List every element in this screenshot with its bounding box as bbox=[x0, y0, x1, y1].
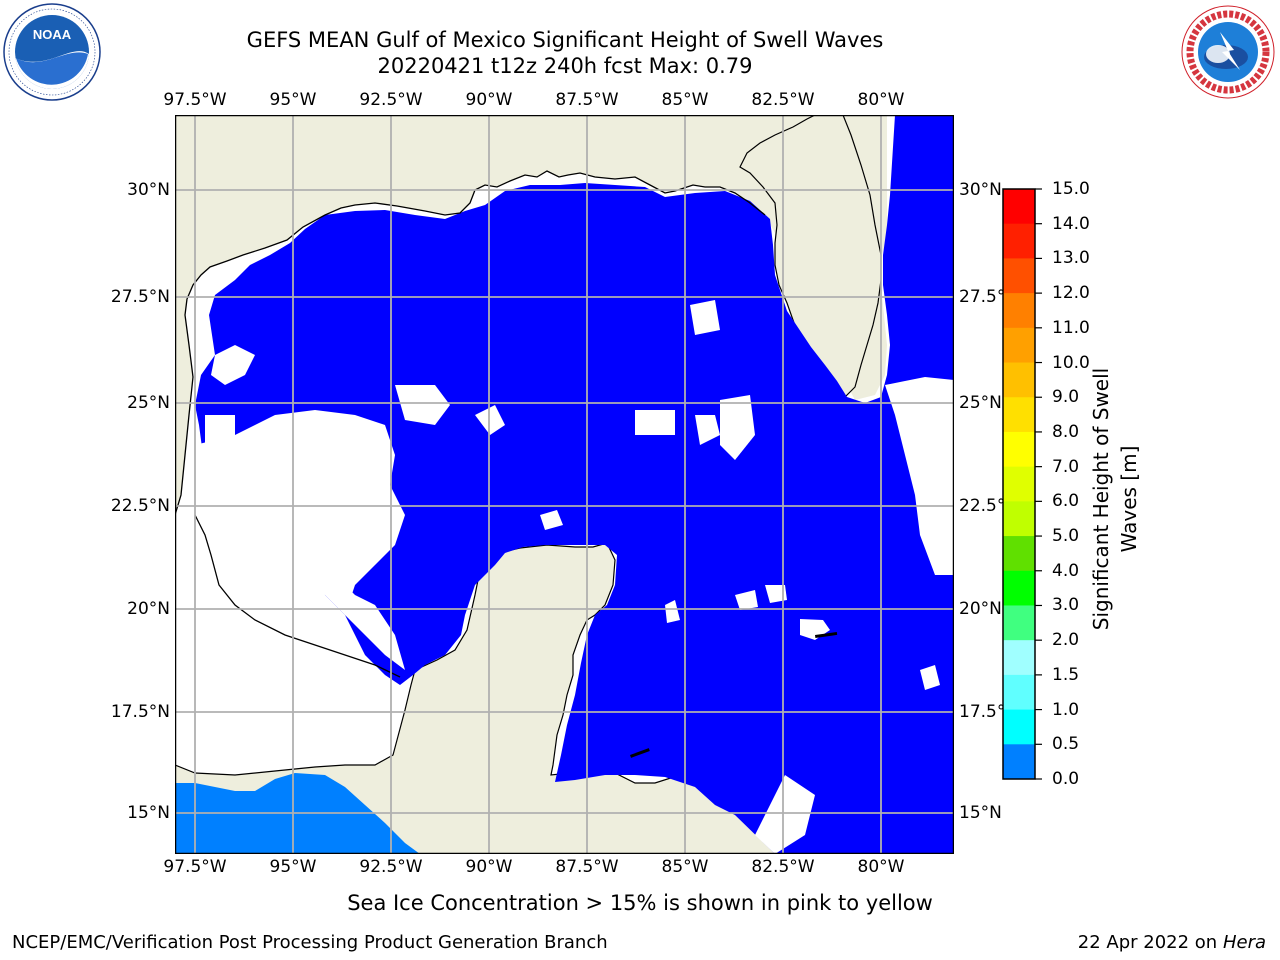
noaa-logo: NOAA bbox=[3, 3, 101, 101]
lon-label-bottom: 87.5°W bbox=[555, 857, 619, 877]
lat-label-left: 15°N bbox=[127, 803, 170, 823]
colorbar-tick-label: 14.0 bbox=[1052, 213, 1090, 234]
lon-label-bottom: 85°W bbox=[661, 857, 709, 877]
lat-label-left: 25°N bbox=[127, 393, 170, 413]
colorbar-tick-label: 0.5 bbox=[1052, 734, 1080, 755]
lon-label-top: 80°W bbox=[857, 90, 905, 110]
colorbar-segment bbox=[1003, 536, 1035, 572]
colorbar-tick-label: 2.0 bbox=[1052, 630, 1080, 651]
lon-label-bottom: 82.5°W bbox=[751, 857, 815, 877]
colorbar-title: Significant Height of Swell Waves [m] bbox=[1087, 324, 1143, 674]
lat-label-left: 20°N bbox=[127, 599, 170, 619]
colorbar-segment bbox=[1003, 258, 1035, 294]
colorbar-segment bbox=[1003, 744, 1035, 780]
lon-label-bottom: 80°W bbox=[857, 857, 905, 877]
colorbar-segment bbox=[1003, 327, 1035, 364]
colorbar bbox=[1002, 188, 1042, 780]
colorbar-tick-label: 7.0 bbox=[1052, 456, 1080, 477]
lat-label-right: 15°N bbox=[959, 803, 1002, 823]
map-subtitle: 20220421 t12z 240h fcst Max: 0.79 bbox=[377, 54, 753, 78]
colorbar-tick-label: 12.0 bbox=[1052, 283, 1090, 304]
lon-label-top: 95°W bbox=[269, 90, 317, 110]
colorbar-segment bbox=[1003, 674, 1035, 711]
colorbar-segment bbox=[1003, 397, 1035, 433]
colorbar-tick-label: 1.5 bbox=[1052, 664, 1080, 685]
graticule bbox=[175, 115, 954, 854]
lat-label-left: 27.5°N bbox=[110, 287, 170, 307]
coastlines bbox=[175, 170, 766, 678]
colorbar-segment bbox=[1003, 570, 1035, 606]
colorbar-segment bbox=[1003, 466, 1035, 502]
cayman-islands bbox=[630, 631, 838, 758]
colorbar-segment bbox=[1003, 640, 1035, 676]
colorbar-tick-label: 1.0 bbox=[1052, 699, 1080, 720]
colorbar-segment bbox=[1003, 189, 1035, 225]
colorbar-title-line1: Significant Height of Swell bbox=[1089, 367, 1113, 631]
lon-label-bottom: 90°W bbox=[465, 857, 513, 877]
lon-label-top: 90°W bbox=[465, 90, 513, 110]
footer-date-text: 22 Apr 2022 on bbox=[1077, 932, 1223, 953]
lon-label-top: 85°W bbox=[661, 90, 709, 110]
colorbar-tick-label: 10.0 bbox=[1052, 352, 1090, 373]
colorbar-tick-label: 8.0 bbox=[1052, 421, 1080, 442]
lon-label-bottom: 97.5°W bbox=[163, 857, 227, 877]
footer-host: Hera bbox=[1222, 932, 1266, 953]
lat-label-left: 30°N bbox=[127, 180, 170, 200]
colorbar-tick-label: 4.0 bbox=[1052, 560, 1080, 581]
lat-label-right: 20°N bbox=[959, 599, 1002, 619]
lon-label-top: 97.5°W bbox=[163, 90, 227, 110]
colorbar-tick-label: 0.0 bbox=[1052, 769, 1080, 789]
lon-label-top: 82.5°W bbox=[751, 90, 815, 110]
lat-label-left: 22.5°N bbox=[110, 496, 170, 516]
colorbar-tick-label: 15.0 bbox=[1052, 179, 1090, 199]
lon-label-bottom: 92.5°W bbox=[359, 857, 423, 877]
colorbar-tick-label: 3.0 bbox=[1052, 595, 1080, 616]
colorbar-tick-label: 11.0 bbox=[1052, 317, 1090, 338]
lon-label-top: 87.5°W bbox=[555, 90, 619, 110]
sea-ice-note: Sea Ice Concentration > 15% is shown in … bbox=[347, 891, 933, 915]
footer-date: 22 Apr 2022 on Hera bbox=[1078, 932, 1266, 953]
colorbar-segment bbox=[1003, 501, 1035, 537]
map-title: GEFS MEAN Gulf of Mexico Significant Hei… bbox=[246, 28, 884, 52]
colorbar-title-line2: Waves [m] bbox=[1117, 445, 1141, 553]
colorbar-tick-label: 5.0 bbox=[1052, 526, 1080, 547]
nws-logo bbox=[1181, 5, 1275, 99]
colorbar-tick-label: 6.0 bbox=[1052, 491, 1080, 512]
colorbar-segment bbox=[1003, 362, 1035, 398]
lat-label-right: 25°N bbox=[959, 393, 1002, 413]
lat-label-left: 17.5°N bbox=[110, 702, 170, 722]
no-data-patches bbox=[195, 300, 954, 854]
map-frame bbox=[175, 115, 954, 854]
colorbar-segment bbox=[1003, 431, 1035, 468]
lat-label-right: 30°N bbox=[959, 180, 1002, 200]
lon-label-top: 92.5°W bbox=[359, 90, 423, 110]
svg-text:NOAA: NOAA bbox=[33, 27, 72, 42]
colorbar-segment bbox=[1003, 709, 1035, 745]
gulf-of-mexico-map[interactable] bbox=[175, 115, 954, 854]
lon-label-bottom: 95°W bbox=[269, 857, 317, 877]
colorbar-tick-label: 13.0 bbox=[1052, 248, 1090, 269]
colorbar-segment bbox=[1003, 605, 1035, 641]
colorbar-segment bbox=[1003, 293, 1035, 329]
footer-credit: NCEP/EMC/Verification Post Processing Pr… bbox=[12, 932, 608, 953]
colorbar-tick-label: 9.0 bbox=[1052, 387, 1080, 408]
colorbar-segment bbox=[1003, 223, 1035, 259]
